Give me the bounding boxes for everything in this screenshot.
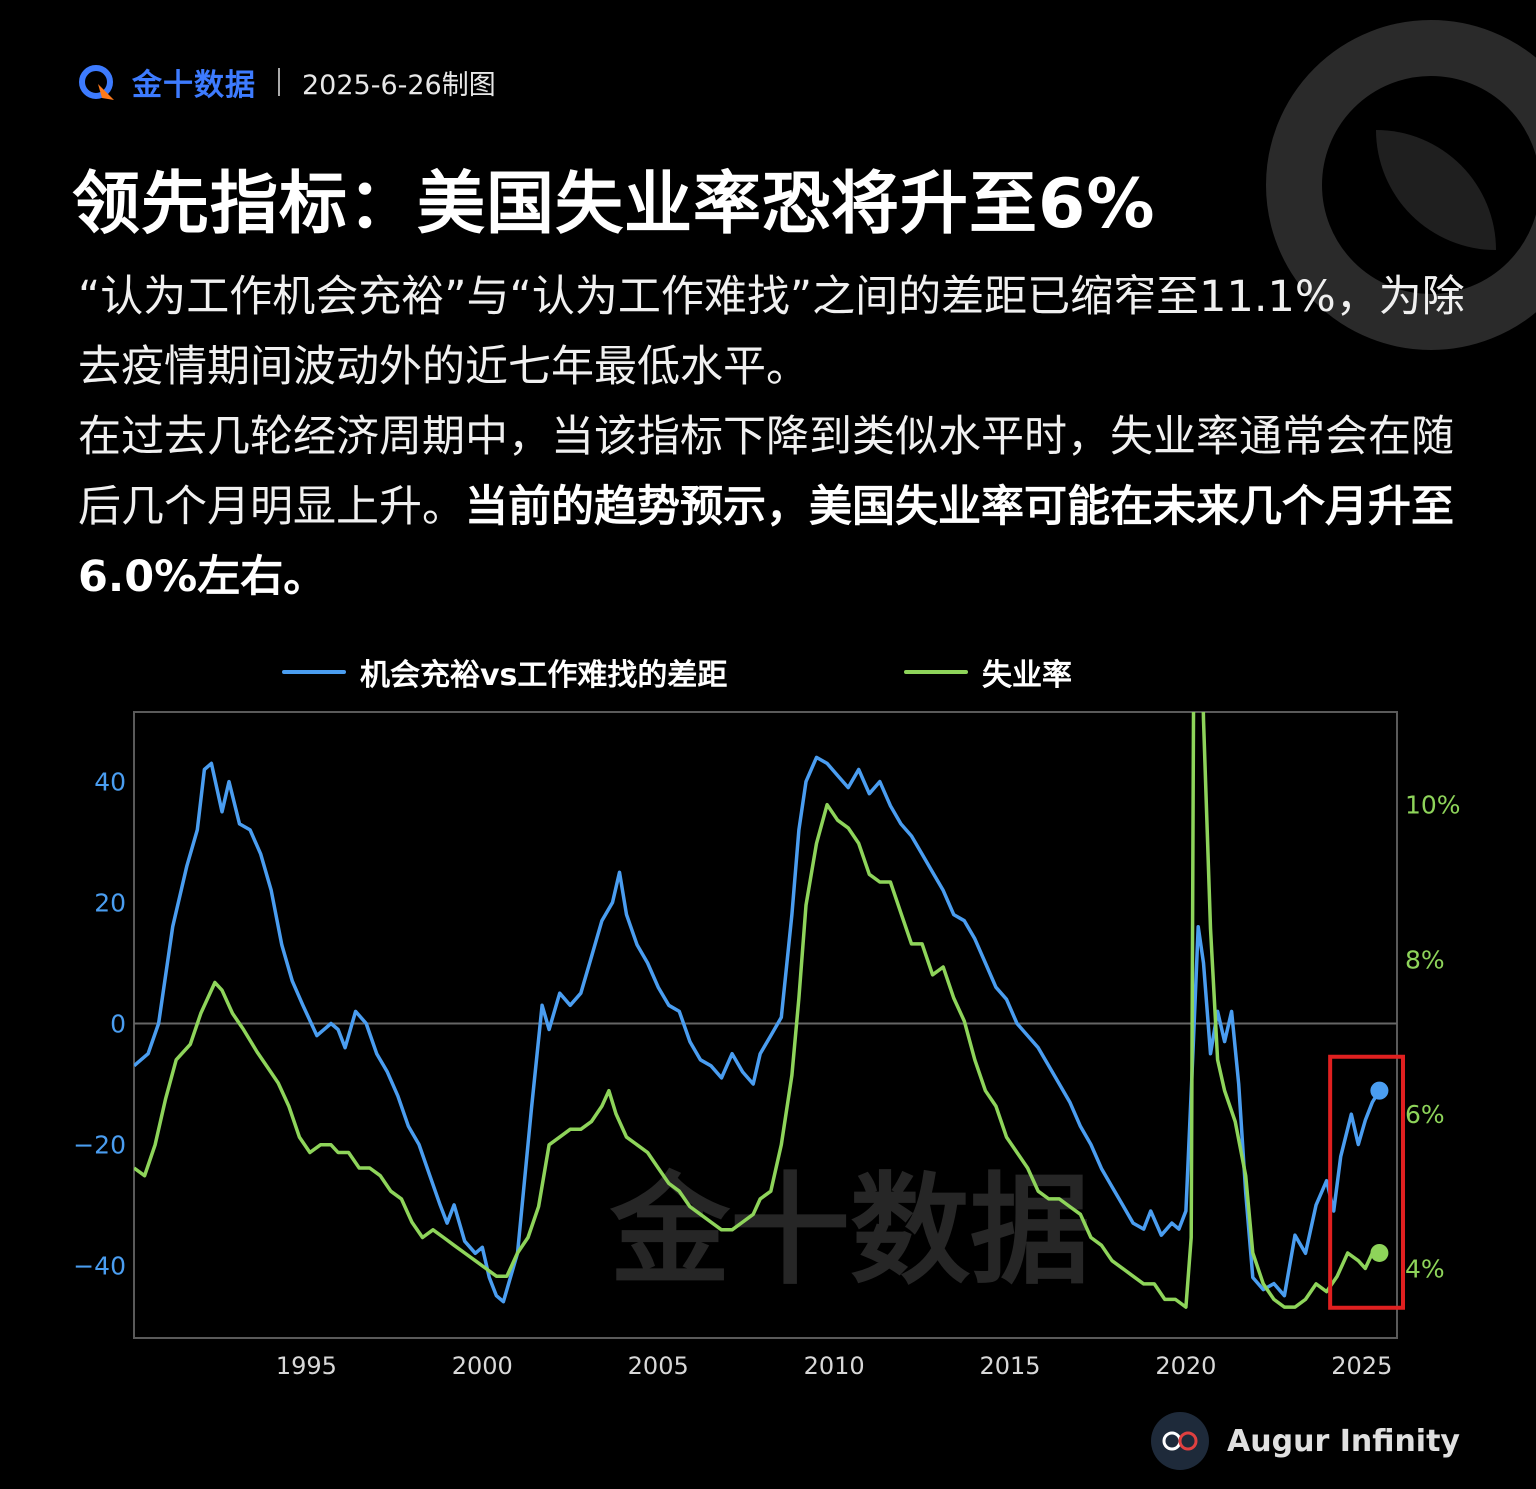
augur-logo-icon (1151, 1412, 1210, 1470)
brand-name: 金十数据 (132, 68, 256, 103)
footer: Augur Infinity (1151, 1409, 1460, 1473)
header-divider (278, 68, 280, 96)
brand-logo-icon (79, 65, 114, 100)
y-left-tick-label: 0 (110, 1009, 126, 1038)
y-right-tick-label: 4% (1405, 1254, 1445, 1283)
y-left-tick-label: 40 (94, 768, 126, 797)
x-tick-label: 2000 (452, 1352, 513, 1380)
legend-label-unemployment: 失业率 (982, 658, 1072, 693)
chart-legend: 机会充裕vs工作难找的差距 失业率 (0, 652, 1536, 693)
legend-swatch-gap (282, 670, 346, 674)
legend-label-gap: 机会充裕vs工作难找的差距 (360, 658, 728, 693)
x-tick-label: 2010 (804, 1352, 865, 1380)
date-label: 2025-6-26制图 (302, 69, 496, 101)
x-tick-label: 2020 (1155, 1352, 1216, 1380)
legend-item-gap: 机会充裕vs工作难找的差距 (282, 652, 728, 693)
series-line-unemployment (134, 712, 1380, 1309)
description-paragraph-1: “认为工作机会充裕”与“认为工作难找”之间的差距已缩窄至11.1%，为除去疫情期… (78, 272, 1465, 392)
description-normal-text: 在过去几轮经济周期中，当该指标下降到类似水平时，失业率通常会在随后几个月明显上升… (78, 412, 1454, 532)
watermark-text: 金十数据 (609, 1162, 1090, 1301)
x-tick-label: 2015 (979, 1352, 1040, 1380)
description-paragraph-2: 在过去几轮经济周期中，当该指标下降到类似水平时，失业率通常会在随后几个月明显上升… (78, 402, 1478, 612)
y-axis-left: 40 20 0 −20 −40 (73, 768, 126, 1281)
y-right-tick-label: 10% (1405, 791, 1461, 820)
x-axis: 1995 2000 2005 2010 2015 2020 2025 (276, 1352, 1393, 1380)
x-tick-label: 2005 (628, 1352, 689, 1380)
y-left-tick-label: −20 (73, 1130, 126, 1159)
y-left-tick-label: 20 (94, 889, 126, 918)
latest-point-gap (1370, 1081, 1389, 1100)
series-line-gap (134, 755, 1381, 1304)
plot-frame (133, 711, 1398, 1339)
legend-swatch-unemployment (904, 670, 968, 674)
y-right-tick-label: 6% (1405, 1100, 1445, 1129)
header: 金十数据 2025-6-26制图 (76, 62, 496, 103)
y-axis-right: 10% 8% 6% 4% (1405, 791, 1461, 1284)
highlight-box (1328, 1054, 1406, 1310)
page-title: 领先指标：美国失业率恐将升至6% (72, 165, 1156, 244)
x-tick-label: 1995 (276, 1352, 337, 1380)
watermark: 金十数据 (609, 1162, 1090, 1301)
line-chart: 金十数据 1995 2000 2005 2010 2015 2020 2025 40 20 0 −… (73, 711, 1461, 1380)
description: “认为工作机会充裕”与“认为工作难找”之间的差距已缩窄至11.1%，为除去疫情期… (78, 262, 1478, 612)
legend-item-unemployment: 失业率 (904, 652, 1072, 693)
x-tick-label: 2025 (1331, 1352, 1392, 1380)
latest-point-unemployment (1370, 1243, 1389, 1262)
y-right-tick-label: 8% (1405, 945, 1445, 974)
footer-brand: Augur Infinity (1227, 1423, 1460, 1459)
y-left-tick-label: −40 (73, 1251, 126, 1280)
description-bold-text: 当前的趋势预示，美国失业率可能在未来几个月升至6.0%左右。 (78, 482, 1454, 602)
